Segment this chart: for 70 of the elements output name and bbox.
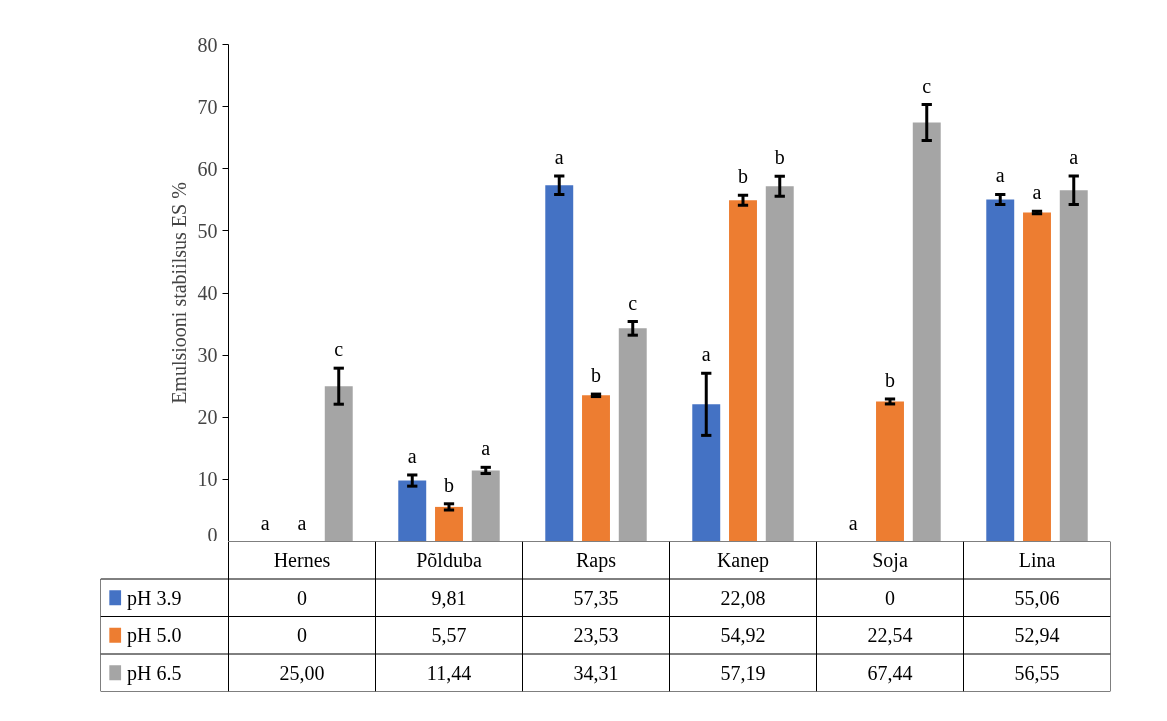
x-tick-label: Põlduba (416, 549, 482, 572)
y-tick-label: 20 (197, 406, 218, 429)
data-label: 52,94 (1014, 624, 1060, 647)
annotation: c (628, 291, 638, 314)
annotation: b (591, 364, 601, 387)
bar (986, 199, 1015, 541)
annotation: b (774, 146, 785, 169)
y-tick-label: 80 (197, 33, 218, 56)
data-label: 34,31 (573, 661, 619, 684)
bar (618, 328, 647, 541)
legend-label: pH 5.0 (126, 624, 182, 648)
data-label: 23,53 (573, 624, 619, 647)
data-label: 57,35 (573, 586, 619, 609)
annotation: a (260, 511, 270, 534)
bar (1059, 190, 1088, 541)
data-label: 55,06 (1014, 586, 1060, 609)
data-label: 0 (885, 586, 895, 609)
y-tick-label: 30 (197, 344, 218, 367)
x-tick-label: Kanep (716, 549, 770, 573)
annotation: a (1032, 181, 1042, 204)
bar (435, 506, 463, 541)
data-label: 22,08 (720, 586, 766, 609)
annotation: a (554, 145, 564, 168)
data-label: 67,44 (867, 661, 913, 684)
annotation: a (1069, 145, 1079, 168)
data-label: 54,92 (720, 624, 766, 647)
bar (545, 185, 574, 541)
legend-label: pH 6.5 (126, 661, 182, 685)
data-label: 25,00 (279, 661, 325, 684)
x-tick-label: Soja (872, 549, 908, 573)
x-tick-label: Hernes (273, 549, 331, 572)
annotation: b (885, 368, 895, 391)
bar (729, 200, 757, 541)
data-label: 0 (297, 624, 307, 647)
y-axis-title: Emulsiooni stabiilsus ES % (167, 182, 190, 404)
annotation: a (995, 164, 1005, 187)
bar (765, 186, 794, 541)
data-label: 56,55 (1014, 661, 1060, 684)
y-tick-label: 10 (197, 468, 218, 491)
data-label: 0 (297, 586, 307, 609)
bar (324, 386, 353, 541)
annotation: b (444, 473, 454, 496)
legend-label: pH 3.9 (126, 586, 182, 610)
y-tick-label: 0 (207, 523, 218, 546)
bar (692, 404, 721, 541)
y-tick-label: 60 (197, 157, 218, 180)
annotation: c (334, 338, 344, 361)
annotation: a (297, 511, 307, 534)
x-tick-label: Raps (576, 549, 617, 573)
annotation: a (481, 437, 491, 460)
bar (912, 122, 941, 541)
annotation: b (738, 165, 748, 188)
data-label: 22,54 (867, 624, 913, 647)
bar (398, 480, 427, 541)
annotation: c (922, 74, 932, 97)
bar (471, 470, 500, 541)
data-label: 57,19 (720, 661, 766, 684)
annotation: a (848, 511, 858, 534)
y-tick-label: 40 (197, 282, 218, 304)
bar (582, 395, 610, 541)
data-label: 5,57 (431, 624, 467, 647)
y-tick-label: 50 (197, 219, 218, 242)
data-label: 11,44 (426, 661, 472, 684)
annotation: a (407, 444, 417, 467)
x-tick-label: Lina (1018, 549, 1056, 572)
annotation: a (701, 343, 711, 366)
bar (876, 401, 904, 541)
data-label: 9,81 (431, 586, 467, 609)
bar (1023, 212, 1051, 541)
y-tick-label: 70 (197, 95, 218, 118)
